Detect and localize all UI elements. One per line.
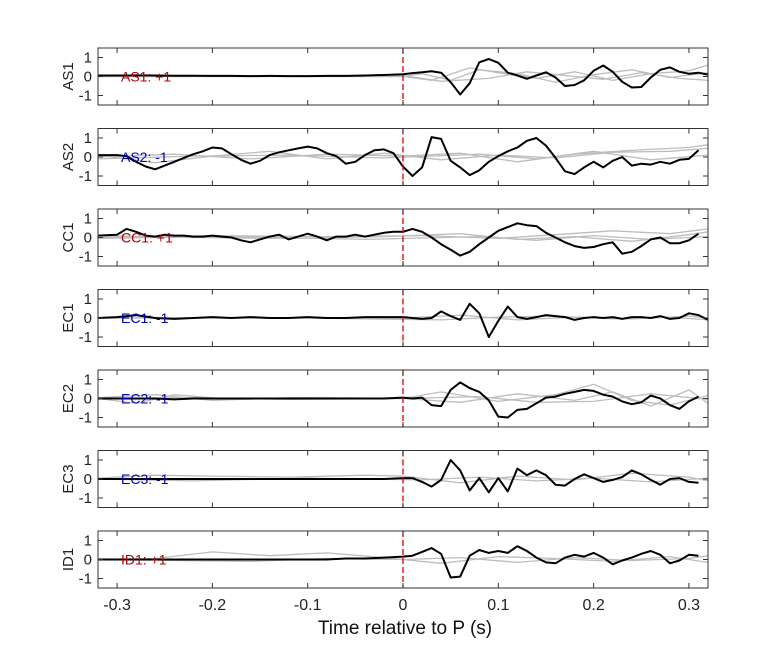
y-tick-label: 1 bbox=[84, 533, 92, 550]
panel-as1: -1 0 1 AS1 AS1: +1 bbox=[60, 47, 709, 106]
panel-ylabel: ID1 bbox=[60, 548, 77, 571]
y-tick-label: 0 bbox=[84, 69, 92, 86]
main-trace bbox=[98, 302, 708, 338]
y-tick-label: -1 bbox=[79, 571, 92, 588]
panel-ec3: -1 0 1 EC3 EC3: -1 bbox=[60, 450, 709, 508]
x-tick-label: -0.2 bbox=[199, 597, 227, 614]
panel-ec2: -1 0 1 EC2 EC2: -1 bbox=[60, 369, 709, 428]
panel-cc1: -1 0 1 CC1 CC1: +1 bbox=[60, 208, 709, 267]
x-tick-label: 0.3 bbox=[678, 597, 700, 614]
x-tick-label: 0.1 bbox=[487, 597, 509, 614]
background-trace-3 bbox=[98, 234, 708, 241]
polarity-annotation: AS2: -1 bbox=[121, 149, 168, 165]
y-tick-label: 1 bbox=[84, 372, 92, 389]
y-tick-label: 1 bbox=[84, 130, 92, 147]
y-tick-label: 1 bbox=[84, 291, 92, 308]
panel-ylabel: EC3 bbox=[60, 464, 77, 493]
x-tick-label: 0 bbox=[399, 597, 408, 614]
y-tick-label: 0 bbox=[84, 310, 92, 327]
background-trace-3 bbox=[98, 150, 708, 161]
panel-id1: -1 0 1 ID1 ID1: +1 bbox=[60, 530, 709, 589]
background-trace-2 bbox=[98, 144, 708, 163]
y-tick-label: 0 bbox=[84, 230, 92, 247]
background-trace-1 bbox=[98, 383, 708, 406]
main-trace bbox=[98, 58, 708, 96]
y-tick-label: -1 bbox=[79, 410, 92, 427]
panel-ylabel: AS2 bbox=[60, 143, 77, 171]
y-tick-label: -1 bbox=[79, 490, 92, 507]
y-tick-label: -1 bbox=[79, 329, 92, 346]
background-trace-3 bbox=[98, 71, 708, 82]
y-tick-label: 0 bbox=[84, 149, 92, 166]
panel-ylabel: EC1 bbox=[60, 303, 77, 332]
polarity-annotation: CC1: +1 bbox=[121, 230, 173, 246]
panels-group: -1 0 1 AS1 AS1: +1 -1 0 1 AS2 AS2: -1 -1 0 1 CC1 CC1: … bbox=[60, 47, 709, 614]
main-trace bbox=[98, 459, 699, 494]
x-tick-label: -0.1 bbox=[294, 597, 322, 614]
y-tick-label: -1 bbox=[79, 249, 92, 266]
y-tick-label: 0 bbox=[84, 391, 92, 408]
polarity-annotation: EC1: -1 bbox=[121, 310, 169, 326]
background-trace-2 bbox=[98, 555, 708, 564]
y-tick-label: 0 bbox=[84, 552, 92, 569]
y-tick-label: 1 bbox=[84, 211, 92, 228]
y-tick-label: -1 bbox=[79, 168, 92, 185]
x-tick-label: -0.3 bbox=[103, 597, 131, 614]
panel-as2: -1 0 1 AS2 AS2: -1 bbox=[60, 128, 709, 186]
polarity-annotation: EC2: -1 bbox=[121, 391, 169, 407]
panel-ec1: -1 0 1 EC1 EC1: -1 bbox=[60, 289, 709, 347]
y-tick-label: -1 bbox=[79, 88, 92, 105]
main-trace bbox=[98, 545, 699, 579]
panel-ylabel: CC1 bbox=[60, 222, 77, 252]
polarity-annotation: EC3: -1 bbox=[121, 471, 169, 487]
background-traces bbox=[98, 64, 708, 83]
background-traces bbox=[98, 144, 708, 164]
y-tick-label: 1 bbox=[84, 50, 92, 67]
x-tick-label: 0.2 bbox=[583, 597, 605, 614]
x-axis-label: Time relative to P (s) bbox=[318, 618, 492, 639]
main-trace bbox=[98, 381, 699, 419]
panel-ylabel: EC2 bbox=[60, 384, 77, 413]
y-tick-label: 1 bbox=[84, 452, 92, 469]
panel-ylabel: AS1 bbox=[60, 62, 77, 90]
y-tick-label: 0 bbox=[84, 471, 92, 488]
polarity-annotation: AS1: +1 bbox=[121, 69, 171, 85]
polarity-annotation: ID1: +1 bbox=[121, 552, 167, 568]
